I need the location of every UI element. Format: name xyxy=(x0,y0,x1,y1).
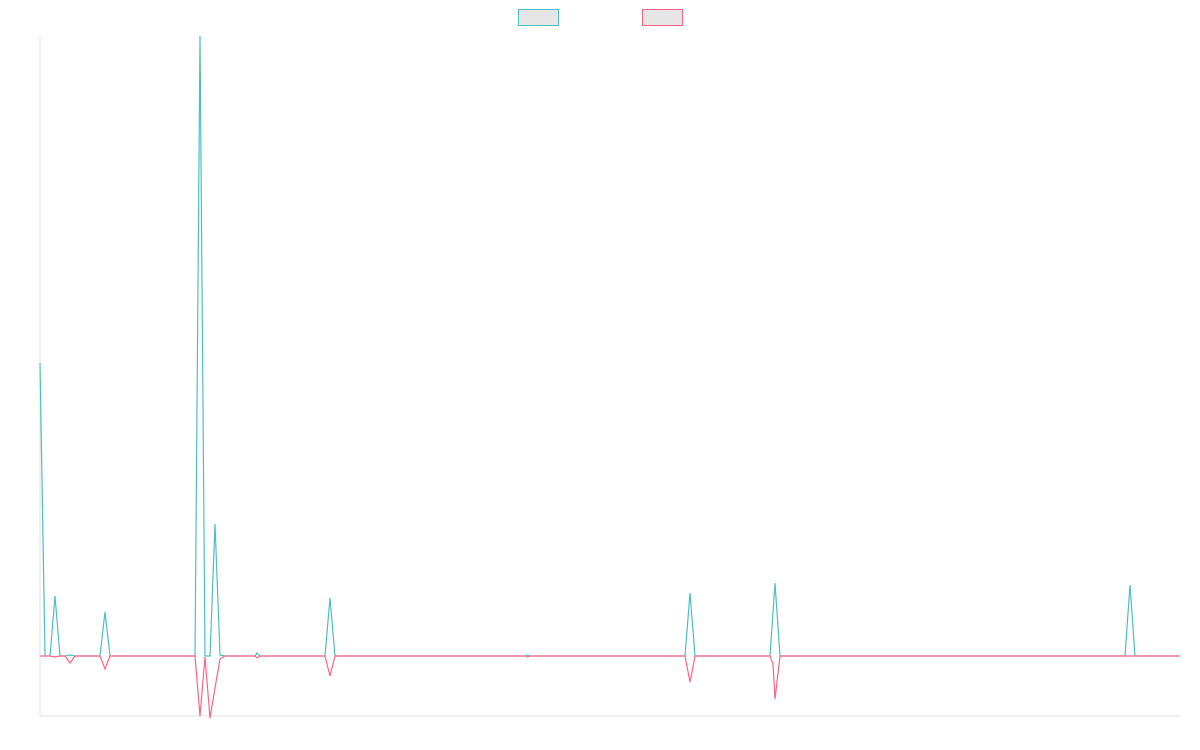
legend xyxy=(518,9,683,26)
series-line-2 xyxy=(40,655,1180,719)
series-line-1 xyxy=(39,35,1180,657)
series-layer xyxy=(39,35,1180,719)
legend-swatch-2[interactable] xyxy=(642,9,683,26)
legend-swatch-1[interactable] xyxy=(518,9,559,26)
